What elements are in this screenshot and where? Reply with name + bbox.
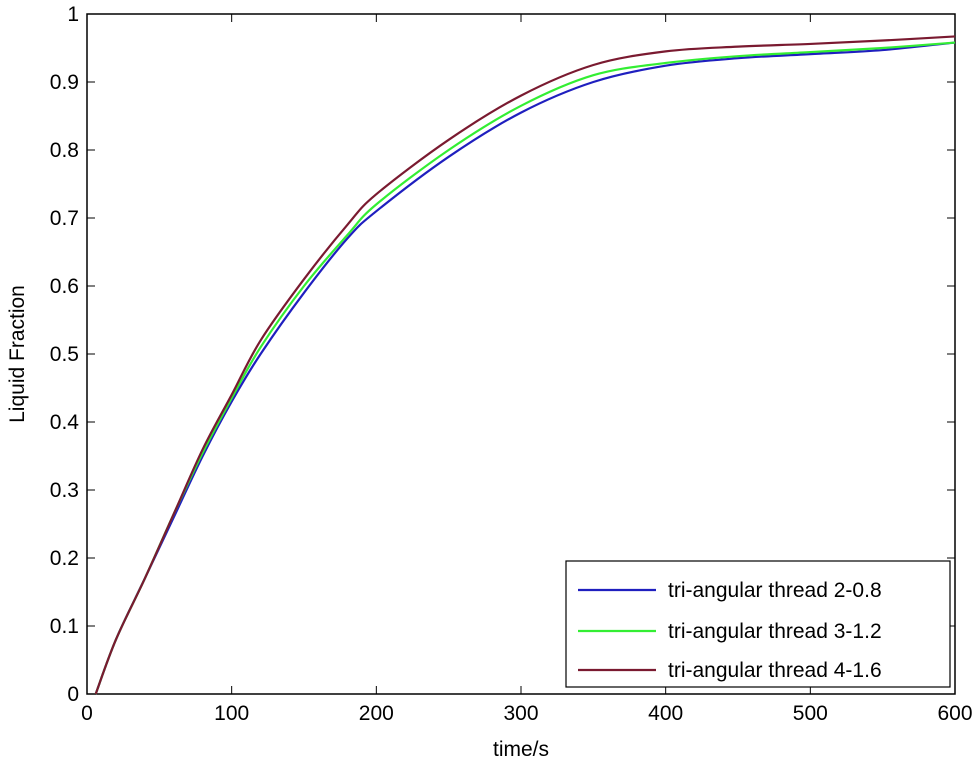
x-tick-label: 500 (793, 702, 828, 725)
y-tick-label: 0.6 (50, 275, 79, 298)
y-tick-label: 0.8 (50, 139, 79, 162)
x-tick-label: 100 (214, 702, 249, 725)
y-tick-label: 0.4 (50, 411, 80, 434)
y-tick-label: 0.2 (50, 547, 79, 570)
x-tick-label: 0 (81, 702, 93, 725)
y-axis-label: Liquid Fraction (6, 285, 29, 423)
x-tick-label: 300 (503, 702, 538, 725)
legend: tri-angular thread 2-0.8 tri-angular thre… (565, 560, 951, 688)
x-axis-label: time/s (493, 738, 549, 761)
y-tick-label: 0.5 (50, 343, 79, 366)
y-tick-label: 0.9 (50, 71, 79, 94)
x-tick-label: 200 (359, 702, 394, 725)
x-axis-ticks: 0 100 200 300 400 500 600 (81, 14, 973, 725)
legend-label-2: tri-angular thread 3-1.2 (668, 620, 882, 643)
y-tick-label: 0.1 (50, 615, 79, 638)
y-tick-label: 0.7 (50, 207, 79, 230)
series-layer (94, 35, 956, 695)
series-line-1 (94, 41, 956, 695)
legend-entries: tri-angular thread 2-0.8 tri-angular thre… (578, 579, 882, 682)
series-line-3 (94, 35, 956, 695)
y-tick-label: 0 (67, 683, 79, 706)
legend-box (565, 560, 951, 688)
legend-label-3: tri-angular thread 4-1.6 (668, 659, 882, 682)
y-tick-label: 1 (67, 3, 79, 26)
y-tick-label: 0.3 (50, 479, 79, 502)
x-tick-label: 600 (937, 702, 972, 725)
x-tick-label: 400 (648, 702, 683, 725)
y-axis-ticks: 0 0.1 0.2 0.3 0.4 0.5 0.6 0.7 0.8 0.9 1 (50, 3, 955, 706)
legend-label-1: tri-angular thread 2-0.8 (668, 579, 882, 602)
